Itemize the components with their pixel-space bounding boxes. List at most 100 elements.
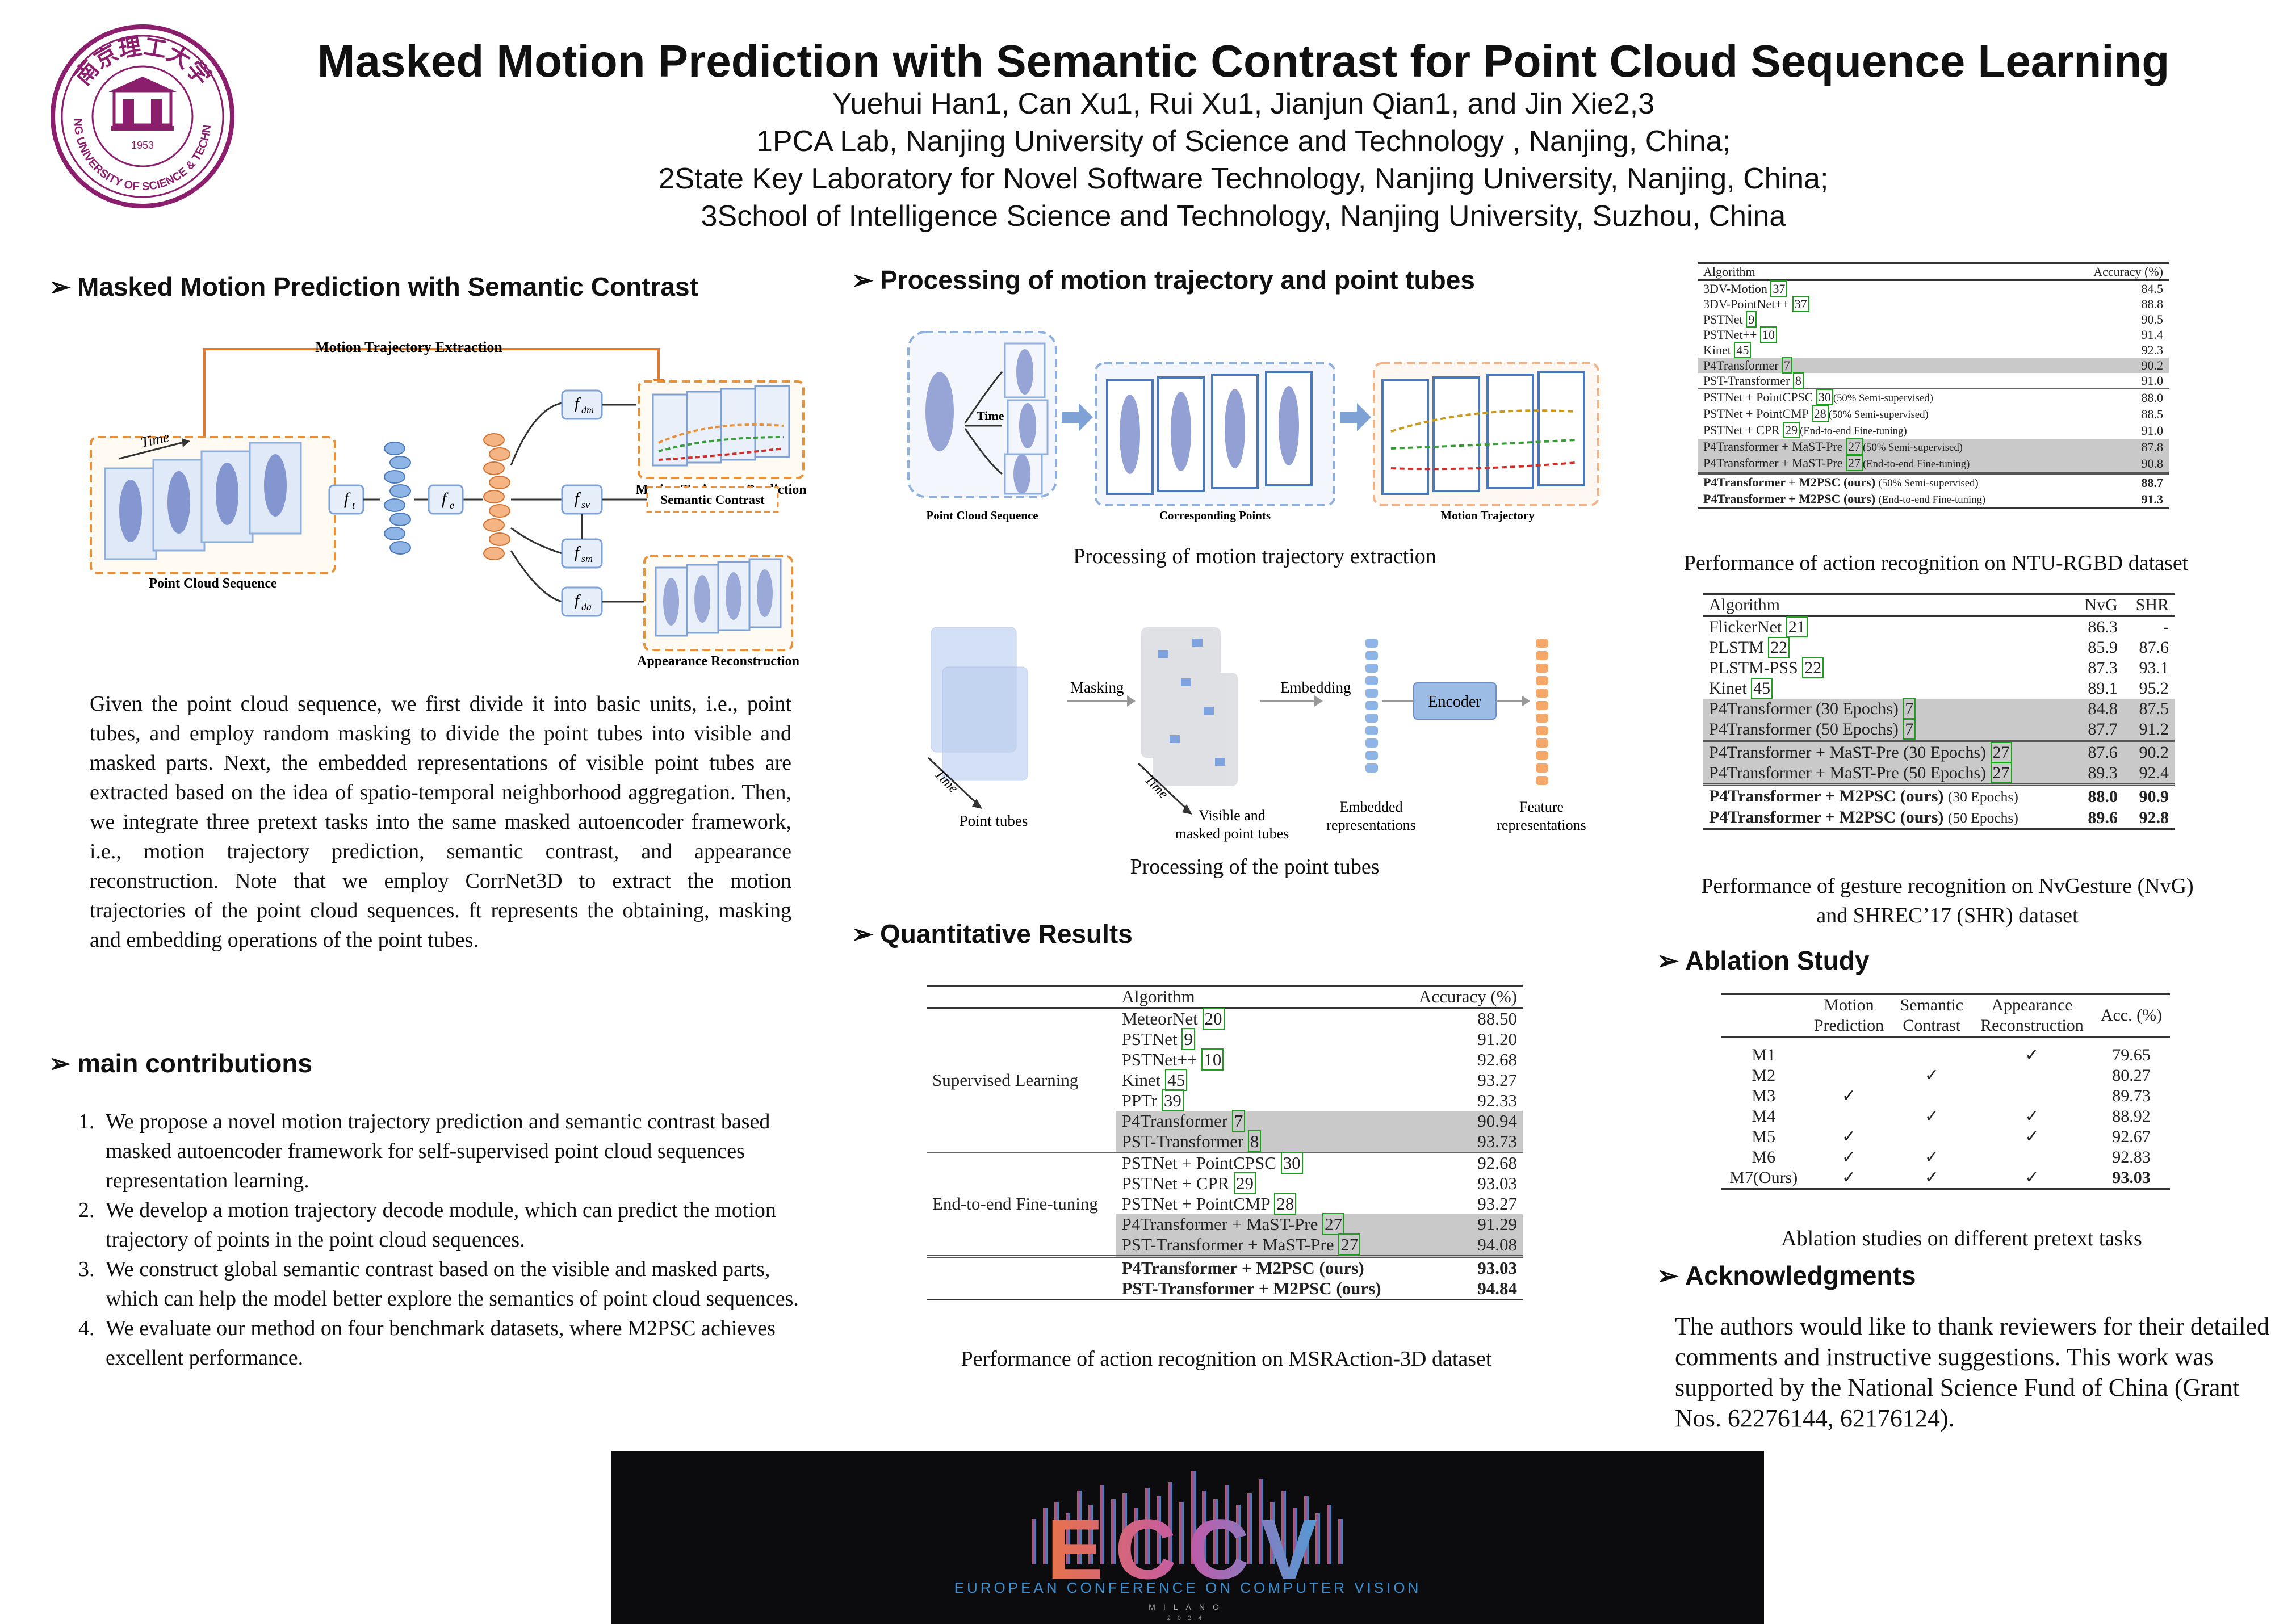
reference-link[interactable]: 30 bbox=[1280, 1152, 1303, 1174]
reference-link[interactable]: 29 bbox=[1783, 422, 1800, 438]
reference-link[interactable]: 28 bbox=[1811, 405, 1829, 422]
svg-text:f: f bbox=[575, 592, 581, 610]
accuracy-cell: 91.3 bbox=[2141, 492, 2164, 506]
nvg-cell: 88.0 bbox=[2088, 787, 2118, 806]
reference-link[interactable]: 27 bbox=[1845, 438, 1863, 455]
svg-text:EUROPEAN CONFERENCE ON COMPUTE: EUROPEAN CONFERENCE ON COMPUTER VISION bbox=[954, 1579, 1422, 1596]
table-header: SHR bbox=[2135, 595, 2169, 614]
algorithm-cell: P4Transformer (50 Epochs) 7 bbox=[1703, 719, 2072, 741]
accuracy-cell: 94.08 bbox=[1405, 1235, 1523, 1257]
algorithm-cell: PST-Transformer 8 bbox=[1698, 372, 2067, 389]
algorithm-cell: PSTNet + PointCPSC 30 bbox=[1116, 1152, 1405, 1174]
section-heading-quantitative: ➢ Quantitative Results bbox=[852, 919, 1133, 949]
arrow-bullet-icon: ➢ bbox=[49, 1048, 71, 1078]
reference-link[interactable]: 39 bbox=[1161, 1089, 1184, 1111]
reference-link[interactable]: 10 bbox=[1201, 1048, 1224, 1071]
reference-link[interactable]: 27 bbox=[1990, 762, 2012, 783]
reference-link[interactable]: 7 bbox=[1903, 719, 1916, 740]
table-row: PSTNet + PointCMP 28 93.27 bbox=[927, 1193, 1523, 1215]
svg-text:representations: representations bbox=[1497, 817, 1586, 833]
table-row: PSTNet++ 10 91.4 bbox=[1698, 326, 2169, 343]
table-row: P4Transformer 7 90.94 bbox=[927, 1110, 1523, 1132]
algorithm-cell: P4Transformer + MaST-Pre 27 (End-to-end F… bbox=[1698, 455, 2067, 473]
reference-link[interactable]: 30 bbox=[1816, 389, 1833, 405]
reference-link[interactable]: 29 bbox=[1234, 1172, 1256, 1194]
accuracy-cell: 90.8 bbox=[2067, 455, 2169, 473]
accuracy-cell: 93.03 bbox=[2112, 1168, 2151, 1187]
check-icon: ✓ bbox=[1924, 1065, 1939, 1085]
table-row: Supervised Learning MeteorNet 20 88.50 bbox=[927, 1008, 1523, 1090]
table-row: FlickerNet 21 86.3 - bbox=[1703, 616, 2175, 637]
shr-cell: 90.9 bbox=[2139, 787, 2169, 806]
check-icon bbox=[1805, 1106, 1892, 1127]
reference-link[interactable]: 22 bbox=[1768, 637, 1790, 658]
model-cell: M2 bbox=[1752, 1065, 1776, 1085]
table-row: PST-Transformer + MaST-Pre 27 94.08 bbox=[927, 1233, 1523, 1257]
reference-link[interactable]: 27 bbox=[1322, 1213, 1345, 1235]
gesture-table-caption: Performance of gesture recognition on Nv… bbox=[1701, 874, 2194, 928]
reference-link[interactable]: 7 bbox=[1903, 698, 1916, 719]
svg-text:MILANO: MILANO bbox=[1149, 1602, 1227, 1612]
table-row: PSTNet + CPR 29 93.03 bbox=[927, 1172, 1523, 1194]
affiliation-1: 1PCA Lab, Nanjing University of Science … bbox=[756, 125, 1731, 158]
svg-text:Point Cloud Sequence: Point Cloud Sequence bbox=[149, 576, 277, 591]
reference-link[interactable]: 21 bbox=[1786, 616, 1808, 637]
accuracy-cell: 88.8 bbox=[2141, 297, 2164, 311]
table-row: PST-Transformer 8 93.73 bbox=[927, 1130, 1523, 1152]
svg-text:f: f bbox=[575, 544, 581, 561]
reference-link[interactable]: 37 bbox=[1770, 280, 1788, 297]
algorithm-cell: P4Transformer + M2PSC (ours) (50 Epochs) bbox=[1709, 808, 2018, 826]
table-row: PLSTM 22 85.9 87.6 bbox=[1703, 637, 2175, 658]
svg-text:2024: 2024 bbox=[1167, 1615, 1208, 1622]
model-cell: M3 bbox=[1752, 1086, 1776, 1105]
reference-link[interactable]: 8 bbox=[1792, 372, 1804, 389]
table-row: PSTNet + PointCPSC 30 (50% Semi-supervise… bbox=[1698, 389, 2169, 406]
model-cell: M7(Ours) bbox=[1729, 1168, 1798, 1187]
reference-link[interactable]: 7 bbox=[1781, 357, 1792, 374]
svg-text:1953: 1953 bbox=[131, 140, 154, 151]
reference-link[interactable]: 8 bbox=[1247, 1130, 1262, 1152]
svg-text:f: f bbox=[575, 395, 581, 413]
check-icon bbox=[1892, 1127, 1971, 1147]
accuracy-cell: 91.4 bbox=[2141, 328, 2164, 342]
accuracy-cell: 91.0 bbox=[2141, 374, 2164, 388]
reference-link[interactable]: 27 bbox=[1338, 1233, 1361, 1256]
svg-text:e: e bbox=[450, 500, 454, 511]
model-cell: M1 bbox=[1752, 1045, 1776, 1064]
reference-link[interactable]: 28 bbox=[1274, 1193, 1297, 1215]
algorithm-cell: Kinet 45 bbox=[1698, 342, 2067, 358]
algorithm-cell: PST-Transformer + MaST-Pre 27 bbox=[1116, 1233, 1406, 1257]
eccv-banner: ECCV EUROPEAN CONFERENCE ON COMPUTER VIS… bbox=[611, 1451, 1764, 1624]
table-row: M5 ✓ ✓ 92.67 bbox=[1721, 1127, 2170, 1147]
reference-link[interactable]: 45 bbox=[1734, 342, 1752, 358]
svg-text:sm: sm bbox=[581, 553, 593, 564]
reference-link[interactable]: 27 bbox=[1845, 455, 1863, 471]
contribution-item: We construct global semantic contrast ba… bbox=[100, 1254, 804, 1314]
algorithm-cell: PSTNet + CPR 29 (End-to-end Fine-tuning) bbox=[1703, 422, 1907, 438]
svg-text:Semantic Contrast: Semantic Contrast bbox=[660, 493, 765, 507]
table-row: 3DV-PointNet++ 37 88.8 bbox=[1698, 296, 2169, 312]
table-row: PPTr 39 92.33 bbox=[927, 1089, 1523, 1111]
arrow-bullet-icon: ➢ bbox=[1657, 946, 1679, 975]
affiliation-2: 2State Key Laboratory for Novel Software… bbox=[658, 162, 1829, 195]
reference-link[interactable]: 45 bbox=[1165, 1069, 1188, 1091]
check-icon: ✓ bbox=[1924, 1106, 1939, 1126]
reference-link[interactable]: 9 bbox=[1746, 311, 1757, 328]
accuracy-cell: 93.27 bbox=[1477, 1194, 1517, 1214]
reference-link[interactable]: 37 bbox=[1792, 296, 1809, 312]
reference-link[interactable]: 22 bbox=[1802, 657, 1824, 678]
reference-link[interactable]: 10 bbox=[1760, 326, 1777, 343]
algorithm-cell: PLSTM-PSS 22 bbox=[1703, 657, 2072, 678]
table-row: P4Transformer + MaST-Pre 27 (50% Semi-sup… bbox=[1698, 438, 2169, 455]
reference-link[interactable]: 45 bbox=[1751, 678, 1773, 699]
reference-link[interactable]: 9 bbox=[1181, 1028, 1195, 1050]
reference-link[interactable]: 27 bbox=[1990, 742, 2012, 763]
msr-action-table: Algorithm Accuracy (%) Supervised Learni… bbox=[927, 985, 1523, 1300]
ntu-table-caption: Performance of action recognition on NTU… bbox=[1683, 551, 2189, 575]
reference-link[interactable]: 7 bbox=[1231, 1110, 1246, 1132]
svg-text:f: f bbox=[575, 490, 581, 507]
svg-text:Motion Trajectory Extraction: Motion Trajectory Extraction bbox=[315, 339, 502, 355]
table-row: P4Transformer 7 90.2 bbox=[1698, 357, 2169, 374]
reference-link[interactable]: 20 bbox=[1202, 1008, 1225, 1030]
algorithm-cell: PSTNet 9 bbox=[1116, 1028, 1405, 1050]
